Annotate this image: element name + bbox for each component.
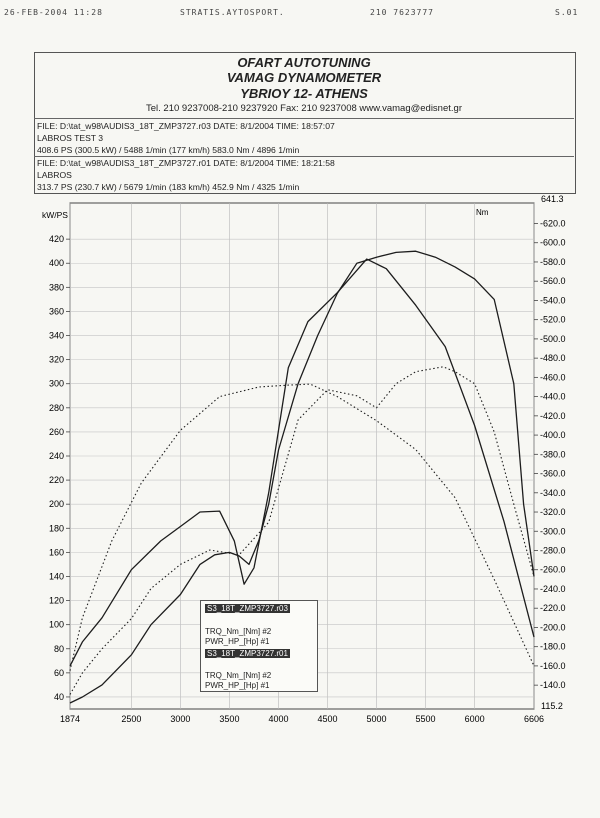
y-right-tick-label: -320.0 [540, 507, 566, 517]
y-right-tick-label: -160.0 [540, 661, 566, 671]
x-tick-label: 3500 [219, 714, 239, 724]
y-left-tick-label: 60 [54, 668, 64, 678]
y-right-tick-label: -560.0 [540, 276, 566, 286]
file1-name: LABROS TEST 3 [37, 133, 104, 143]
y-right-tick-label: -440.0 [540, 392, 566, 402]
x-tick-label: 5000 [367, 714, 387, 724]
file2-path: FILE: D:\tat_w98\AUDIS3_18T_ZMP3727.r01 … [37, 158, 335, 168]
x-tick-label: 6606 [524, 714, 544, 724]
y-right-tick-label: -340.0 [540, 488, 566, 498]
y-right-tick-label: -280.0 [540, 545, 566, 555]
y-right-bottom-label: 115.2 [541, 701, 563, 711]
y-right-tick-label: -580.0 [540, 257, 566, 267]
y-left-tick-label: 260 [49, 427, 64, 437]
y-right-tick-label: -500.0 [540, 334, 566, 344]
y-left-tick-label: 420 [49, 234, 64, 244]
file2-result: 313.7 PS (230.7 kW) / 5679 1/min (183 km… [37, 182, 300, 192]
y-right-tick-label: -260.0 [540, 565, 566, 575]
y-left-tick-label: 220 [49, 475, 64, 485]
legend-file1: S3_18T_ZMP3727.r03 [205, 604, 290, 613]
y-right-tick-label: -420.0 [540, 411, 566, 421]
y-right-label: Nm [476, 208, 489, 217]
y-right-tick-label: -300.0 [540, 526, 566, 536]
contact-line: Tel. 210 9237008-210 9237920 Fax: 210 92… [146, 103, 462, 114]
y-left-tick-label: 380 [49, 282, 64, 292]
y-right-tick-label: -140.0 [540, 680, 566, 690]
y-left-tick-label: 100 [49, 620, 64, 630]
y-right-tick-label: -600.0 [540, 238, 566, 248]
y-right-tick-label: -480.0 [540, 353, 566, 363]
y-right-tick-label: -540.0 [540, 295, 566, 305]
dyno-title: VAMAG DYNAMOMETER [226, 70, 382, 85]
x-tick-label: 5500 [416, 714, 436, 724]
y-right-tick-label: -620.0 [540, 218, 566, 228]
y-left-tick-label: 400 [49, 258, 64, 268]
y-left-tick-label: 80 [54, 644, 64, 654]
y-right-tick-label: -460.0 [540, 372, 566, 382]
fax-page: S.01 [555, 8, 579, 17]
x-tick-label: 1874 [60, 714, 80, 724]
y-left-tick-label: 280 [49, 403, 64, 413]
y-left-tick-label: 180 [49, 523, 64, 533]
legend-file2: S3_18T_ZMP3727.r01 [205, 649, 290, 658]
legend-item: PWR_HP_[Hp] #1 [205, 681, 270, 690]
y-right-tick-label: -220.0 [540, 603, 566, 613]
x-tick-label: 6000 [465, 714, 485, 724]
y-left-tick-label: 120 [49, 596, 64, 606]
legend-box: S3_18T_ZMP3727.r03 TRQ_Nm_[Nm] #2 PWR_HP… [200, 600, 318, 692]
file2-name: LABROS [37, 170, 72, 180]
y-right-tick-label: -520.0 [540, 315, 566, 325]
y-left-tick-label: 140 [49, 571, 64, 581]
y-left-label: kW/PS [42, 210, 68, 220]
y-left-tick-label: 340 [49, 331, 64, 341]
legend-item: TRQ_Nm_[Nm] #2 [205, 671, 272, 680]
y-right-tick-label: -240.0 [540, 584, 566, 594]
axis-ticks: 1874 2500 3000 3500 4000 4500 5000 5500 6000 6606… [49, 218, 566, 724]
y-right-tick-label: -400.0 [540, 430, 566, 440]
file1-result: 408.6 PS (300.5 kW) / 5488 1/min (177 km… [37, 145, 300, 155]
series-r01-torque-line [69, 383, 535, 671]
y-left-tick-label: 360 [49, 306, 64, 316]
header-frame [34, 52, 576, 194]
x-tick-label: 3000 [170, 714, 190, 724]
fax-phone: 210 7623777 [370, 8, 434, 17]
y-right-tick-label: -180.0 [540, 642, 566, 652]
fax-date: 26-FEB-2004 11:28 [4, 8, 103, 17]
y-left-tick-label: 300 [49, 379, 64, 389]
series-r03-power-line [69, 250, 535, 704]
y-left-tick-label: 320 [49, 355, 64, 365]
series-r03-torque-line [69, 258, 535, 667]
company-title: OFART AUTOTUNING [237, 55, 371, 70]
file1-path: FILE: D:\tat_w98\AUDIS3_18T_ZMP3727.r03 … [37, 121, 335, 131]
y-left-tick-label: 200 [49, 499, 64, 509]
y-left-tick-label: 240 [49, 451, 64, 461]
y-right-tick-label: -360.0 [540, 469, 566, 479]
y-right-tick-label: -200.0 [540, 622, 566, 632]
y-left-tick-label: 40 [54, 692, 64, 702]
x-tick-label: 2500 [121, 714, 141, 724]
legend-item: TRQ_Nm_[Nm] #2 [205, 627, 272, 636]
address-title: YBRIOY 12- ATHENS [240, 86, 368, 101]
y-left-tick-label: 160 [49, 547, 64, 557]
y-right-top-label: 641.3 [541, 194, 564, 204]
x-tick-label: 4000 [268, 714, 288, 724]
x-tick-label: 4500 [317, 714, 337, 724]
series-lines [69, 250, 535, 704]
divider [34, 118, 574, 119]
divider [34, 156, 574, 157]
fax-sender: STRATIS.AYTOSPORT. [180, 8, 285, 17]
y-right-tick-label: -380.0 [540, 449, 566, 459]
legend-item: PWR_HP_[Hp] #1 [205, 637, 270, 646]
